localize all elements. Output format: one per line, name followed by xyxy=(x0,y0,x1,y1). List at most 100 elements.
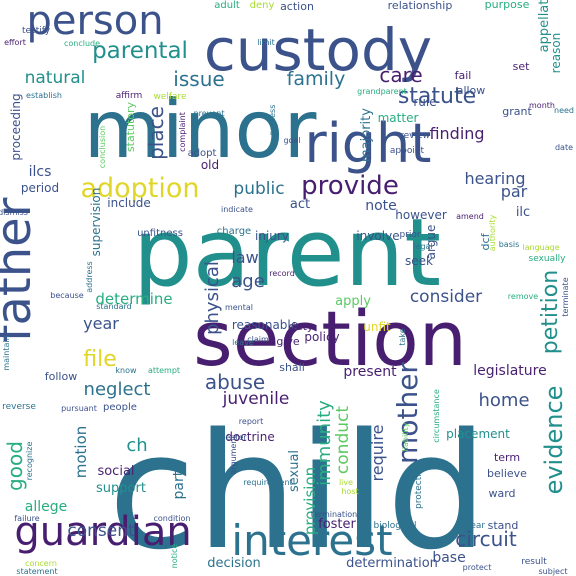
word-grant: grant xyxy=(502,105,532,118)
word-apply: apply xyxy=(335,294,371,309)
word-clear: clear xyxy=(463,521,486,531)
word-maintain: maintain xyxy=(2,335,11,370)
word-notice: notice xyxy=(170,544,179,569)
word-rule: rule xyxy=(413,95,436,109)
word-recognize: recognize xyxy=(25,442,34,481)
word-remove: remove xyxy=(508,292,538,301)
word-determination: determination xyxy=(346,556,438,571)
word-age: age xyxy=(231,271,265,292)
word-enter: enter xyxy=(225,433,247,442)
word-appoint: appoint xyxy=(390,146,425,156)
word-old: old xyxy=(201,158,219,172)
word-statutory: statutory xyxy=(124,101,137,152)
word-fail: fail xyxy=(455,69,472,82)
word-process: process xyxy=(268,105,277,136)
word-set: set xyxy=(513,60,530,73)
word-condition: condition xyxy=(154,514,191,523)
word-result: result xyxy=(521,557,547,567)
word-report: report xyxy=(239,417,263,426)
word-dismiss: dismiss xyxy=(0,208,28,217)
word-give: give xyxy=(276,335,300,348)
word-proceeding: proceeding xyxy=(9,93,23,160)
word-support: support xyxy=(96,481,146,496)
word-foster: foster xyxy=(318,517,356,532)
word-conclusion: conclusion xyxy=(98,126,107,168)
word-decision: decision xyxy=(207,556,261,571)
word-minor: minor xyxy=(84,83,317,176)
word-establish: establish xyxy=(26,91,62,100)
word-statute: statute xyxy=(398,84,476,109)
word-dcf: dcf xyxy=(479,232,492,250)
word-seek: seek xyxy=(405,254,433,268)
word-file: file xyxy=(83,347,117,372)
word-evidence: evidence xyxy=(540,386,568,495)
word-supervision: supervision xyxy=(89,188,103,257)
word-subject: subject xyxy=(539,567,568,576)
word-because: because xyxy=(50,291,84,300)
word-determine: determine xyxy=(95,290,172,308)
word-review: review xyxy=(400,131,430,141)
word-party: party xyxy=(171,463,187,500)
word-issue: issue xyxy=(173,67,224,91)
word-right: right xyxy=(305,112,432,175)
word-language: language xyxy=(522,243,559,252)
word-circuit: circuit xyxy=(455,527,517,551)
word-grandparent: grandparent xyxy=(357,87,407,96)
word-believe: believe xyxy=(487,467,527,480)
word-doctrine: doctrine xyxy=(225,430,275,444)
word-base: base xyxy=(432,550,465,566)
word-law: law xyxy=(231,248,258,267)
word-relationship: relationship xyxy=(388,0,453,12)
word-termination: termination xyxy=(311,510,358,519)
word-parent: parent xyxy=(133,199,441,308)
word-ilc: ilc xyxy=(516,205,530,220)
word-leave: leave xyxy=(232,338,254,347)
word-duty: duty xyxy=(289,320,314,333)
word-standard: standard xyxy=(96,302,131,311)
word-place: place xyxy=(144,106,168,160)
word-protection: protection xyxy=(414,463,424,509)
word-host: host xyxy=(341,487,358,496)
word-affirm: affirm xyxy=(116,91,143,101)
word-month: month xyxy=(529,101,555,110)
word-address: address xyxy=(85,261,94,292)
word-indicate: indicate xyxy=(221,205,253,214)
word-basis: basis xyxy=(499,240,520,249)
word-attempt: attempt xyxy=(148,366,180,375)
word-care: care xyxy=(379,63,422,87)
word-sexually: sexually xyxy=(529,254,567,264)
word-section: section xyxy=(193,294,467,383)
word-adopt: adopt xyxy=(188,148,217,159)
word-take: take xyxy=(398,328,407,345)
word-home: home xyxy=(478,390,529,411)
word-placement: placement xyxy=(446,427,510,441)
word-abuse: abuse xyxy=(205,370,265,394)
word-mother: mother xyxy=(391,362,424,464)
word-person: person xyxy=(26,0,163,44)
word-prevent: prevent xyxy=(194,109,225,118)
word-social: social xyxy=(97,464,134,479)
word-know: know xyxy=(115,366,137,375)
word-stand: stand xyxy=(488,519,519,532)
word-purpose: purpose xyxy=(485,0,530,11)
word-good: good xyxy=(3,441,27,491)
word-limit: limit xyxy=(257,38,275,47)
word-immunity: immunity xyxy=(314,400,335,486)
word-welfare: welfare xyxy=(153,92,187,102)
word-argument: argument xyxy=(229,435,238,474)
word-sexual: sexual xyxy=(287,450,302,492)
word-par: par xyxy=(501,182,528,201)
word-biological: biological xyxy=(374,521,417,531)
word-protect: protect xyxy=(463,563,492,572)
word-liability: liability xyxy=(401,422,410,451)
word-adult: adult xyxy=(214,0,240,11)
word-petition: petition xyxy=(538,270,563,354)
word-authority: authority xyxy=(488,215,497,252)
word-custody: custody xyxy=(204,16,432,84)
word-injury: injury xyxy=(255,229,289,243)
word-adoption: adoption xyxy=(80,173,199,204)
word-legal: legal xyxy=(413,242,432,251)
word-conduct: conduct xyxy=(333,406,353,474)
word-charge: charge xyxy=(217,226,251,237)
